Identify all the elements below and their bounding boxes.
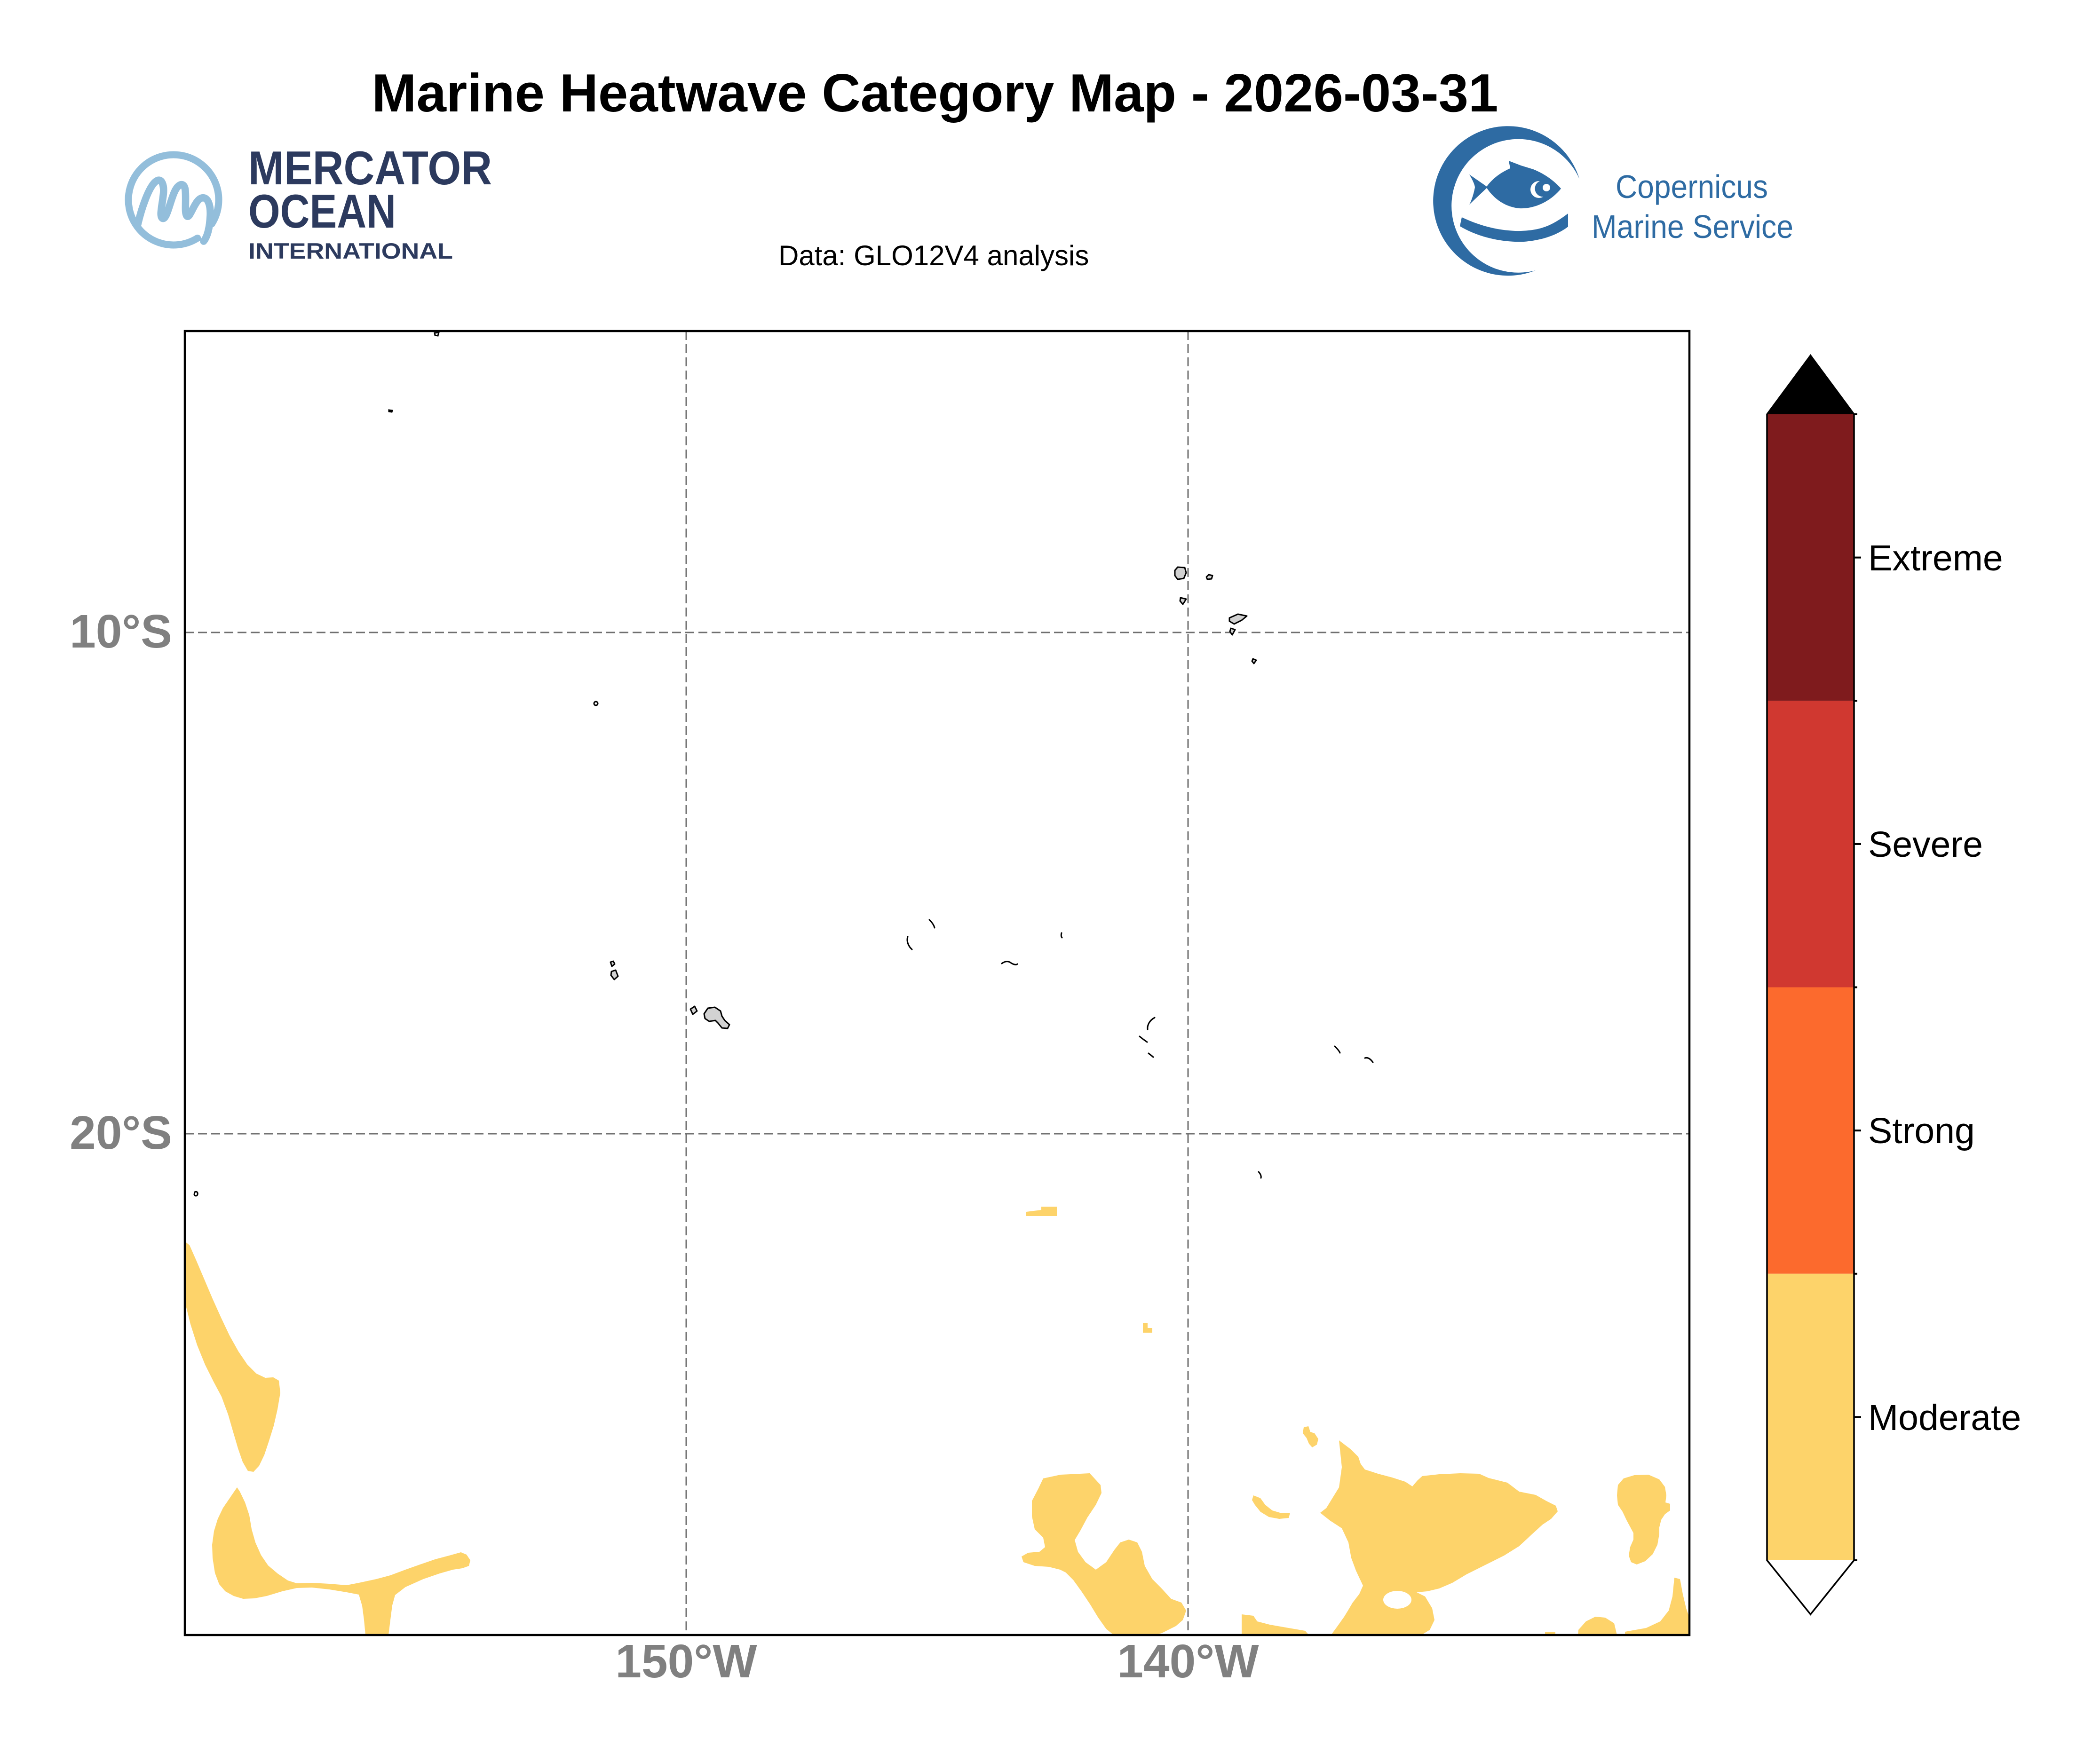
svg-text:Severe: Severe: [1868, 824, 1983, 865]
svg-text:Marine Heatwave Category Map -: Marine Heatwave Category Map - 2026-03-3…: [372, 63, 1498, 123]
svg-text:Data: GLO12V4 analysis: Data: GLO12V4 analysis: [778, 240, 1089, 271]
svg-text:20°S: 20°S: [70, 1106, 172, 1159]
svg-text:10°S: 10°S: [70, 605, 172, 658]
svg-text:140°W: 140°W: [1117, 1635, 1259, 1688]
svg-text:INTERNATIONAL: INTERNATIONAL: [248, 238, 453, 263]
svg-text:Strong: Strong: [1868, 1111, 1975, 1151]
svg-text:Moderate: Moderate: [1868, 1398, 2021, 1438]
svg-text:Copernicus: Copernicus: [1616, 168, 1768, 205]
svg-text:MERCATOR: MERCATOR: [248, 142, 492, 195]
svg-text:Marine Service: Marine Service: [1592, 208, 1793, 245]
svg-text:OCEAN: OCEAN: [248, 185, 396, 238]
svg-text:150°W: 150°W: [615, 1635, 757, 1688]
svg-text:Extreme: Extreme: [1868, 538, 2003, 578]
